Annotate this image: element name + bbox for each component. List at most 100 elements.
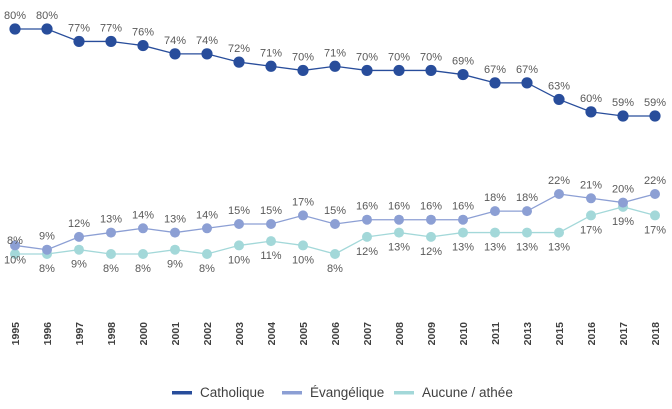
data-label-catholique: 72%: [228, 43, 250, 55]
data-label-evangelique: 22%: [548, 175, 570, 187]
x-tick-label: 2017: [618, 322, 630, 346]
data-label-evangelique: 22%: [644, 175, 666, 187]
data-point-aucune: [458, 227, 468, 238]
data-point-aucune: [106, 249, 116, 259]
data-label-evangelique: 18%: [516, 192, 538, 204]
data-label-catholique: 70%: [388, 51, 410, 63]
data-label-catholique: 70%: [420, 51, 442, 63]
data-label-aucune: 12%: [356, 246, 378, 258]
data-label-aucune: 13%: [452, 242, 474, 254]
data-point-evangelique: [458, 214, 468, 225]
data-point-evangelique: [298, 210, 308, 221]
data-point-aucune: [522, 227, 532, 238]
data-label-catholique: 70%: [292, 51, 314, 63]
x-tick-label: 1998: [106, 322, 118, 346]
x-tick-label: 1996: [42, 322, 54, 346]
data-point-evangelique: [618, 197, 628, 208]
data-label-aucune: 8%: [103, 263, 119, 275]
data-point-aucune: [266, 236, 276, 247]
x-axis: 1995 1996 1997 1998 2000 2001 2002 2003 2004 2005…: [10, 322, 662, 346]
data-point-aucune: [362, 231, 372, 242]
data-label-aucune: 19%: [612, 216, 634, 228]
data-point-evangelique: [234, 219, 244, 229]
data-point-aucune: [490, 227, 500, 238]
x-tick-label: 1997: [74, 322, 86, 346]
x-tick-label: 2002: [202, 322, 214, 346]
data-label-catholique: 63%: [548, 80, 570, 92]
data-point-evangelique: [650, 189, 660, 199]
data-point-evangelique: [138, 223, 148, 234]
data-point-evangelique: [42, 244, 52, 255]
legend-label-catholique: Catholique: [200, 385, 265, 400]
legend-label-aucune: Aucune / athée: [422, 385, 513, 400]
data-label-aucune: 10%: [228, 254, 250, 266]
series-layer: [9, 23, 661, 259]
data-label-evangelique: 17%: [292, 196, 314, 208]
x-tick-label: 2001: [170, 322, 182, 346]
x-tick-label: 2010: [458, 322, 470, 346]
data-labels-layer: 80% 80% 77% 77% 76% 74% 74% 72% 71% 70% 71% 70% 70% 7…: [4, 10, 666, 275]
data-point-catholique: [553, 93, 565, 106]
data-point-evangelique: [394, 214, 404, 225]
data-point-evangelique: [522, 206, 532, 217]
data-label-aucune: 17%: [644, 224, 666, 236]
data-label-aucune: 13%: [516, 242, 538, 254]
data-point-evangelique: [74, 231, 84, 242]
legend: Catholique Évangélique Aucune / athée: [172, 385, 513, 400]
data-label-evangelique: 13%: [100, 214, 122, 226]
data-point-catholique: [137, 39, 149, 52]
data-point-aucune: [170, 244, 180, 255]
data-label-evangelique: 20%: [612, 184, 634, 196]
legend-swatch-catholique: [172, 391, 192, 395]
data-label-catholique: 67%: [484, 64, 506, 76]
data-label-evangelique: 10%: [4, 254, 26, 266]
data-label-catholique: 80%: [4, 10, 26, 22]
data-point-catholique: [9, 23, 21, 35]
x-tick-label: 2000: [138, 322, 150, 346]
x-tick-label: 2005: [298, 322, 310, 346]
x-tick-label: 2011: [490, 322, 502, 345]
data-point-aucune: [554, 227, 564, 238]
data-label-catholique: 60%: [580, 93, 602, 105]
data-label-catholique: 67%: [516, 64, 538, 76]
data-point-catholique: [329, 60, 341, 72]
data-point-aucune: [138, 249, 148, 259]
x-tick-label: 2006: [330, 322, 342, 346]
data-label-catholique: 77%: [68, 22, 90, 34]
data-point-catholique: [649, 110, 661, 122]
data-label-evangelique: 21%: [580, 179, 602, 191]
legend-swatch-aucune: [394, 391, 414, 395]
data-label-catholique: 59%: [644, 97, 666, 109]
data-label-catholique: 80%: [36, 10, 58, 22]
data-label-evangelique: 14%: [196, 209, 218, 221]
data-label-evangelique: 12%: [68, 218, 90, 230]
data-point-catholique: [489, 77, 501, 89]
data-point-evangelique: [426, 214, 436, 225]
data-point-aucune: [426, 231, 436, 242]
data-point-catholique: [41, 23, 53, 35]
data-label-evangelique: 14%: [132, 209, 154, 221]
x-tick-label: 2018: [650, 322, 662, 346]
data-label-aucune: 13%: [548, 242, 570, 254]
data-point-aucune: [298, 240, 308, 251]
x-tick-label: 1995: [10, 322, 22, 346]
data-point-catholique: [457, 68, 469, 81]
x-tick-label: 2013: [522, 322, 534, 346]
data-label-aucune: 8%: [327, 263, 343, 275]
data-label-catholique: 71%: [324, 47, 346, 59]
data-label-aucune: 8%: [135, 263, 151, 275]
data-label-evangelique: 15%: [260, 205, 282, 217]
data-point-aucune: [202, 249, 212, 259]
data-label-catholique: 74%: [196, 35, 218, 47]
x-tick-label: 2004: [266, 322, 278, 346]
data-point-aucune: [74, 244, 84, 255]
data-label-evangelique: 9%: [39, 231, 55, 243]
x-tick-label: 2009: [426, 322, 438, 346]
data-label-aucune: 8%: [39, 263, 55, 275]
data-label-evangelique: 16%: [452, 201, 474, 213]
legend-label-evangelique: Évangélique: [310, 385, 384, 400]
data-label-aucune: 9%: [167, 259, 183, 271]
data-point-evangelique: [202, 223, 212, 234]
data-point-catholique: [265, 60, 277, 72]
